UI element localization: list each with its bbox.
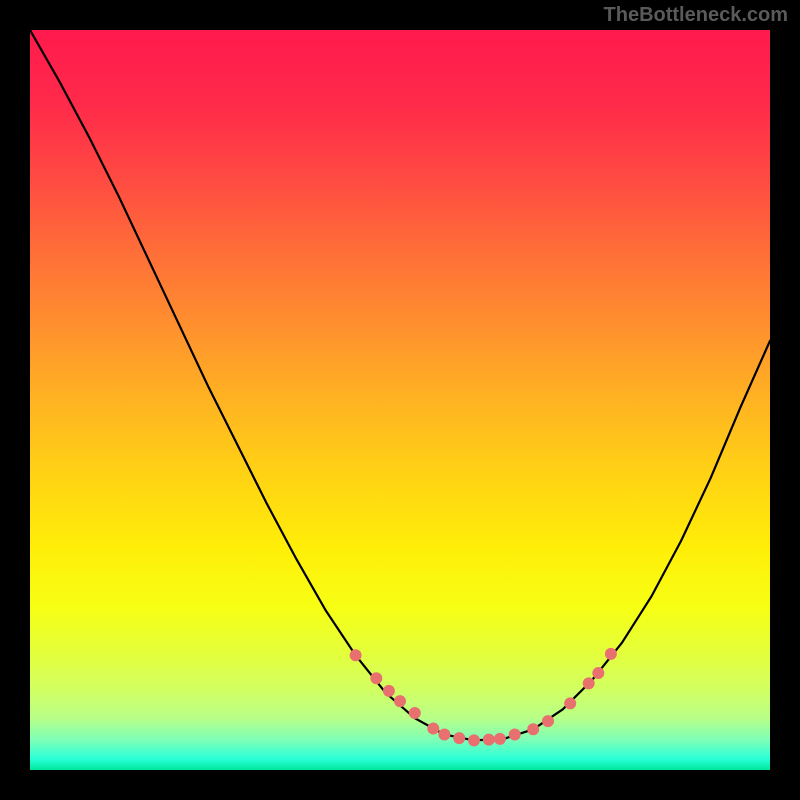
gradient-background: [30, 30, 770, 770]
curve-marker: [542, 715, 554, 727]
curve-marker: [592, 667, 604, 679]
curve-marker: [605, 648, 617, 660]
plot-area: [30, 30, 770, 770]
chart-container: TheBottleneck.com: [0, 0, 800, 800]
curve-marker: [453, 732, 465, 744]
curve-marker: [468, 734, 480, 746]
curve-marker: [438, 728, 450, 740]
curve-marker: [527, 723, 539, 735]
curve-marker: [350, 649, 362, 661]
curve-marker: [483, 734, 495, 746]
curve-marker: [427, 723, 439, 735]
attribution-text: TheBottleneck.com: [604, 4, 788, 27]
chart-svg: [30, 30, 770, 770]
curve-marker: [370, 672, 382, 684]
curve-marker: [409, 707, 421, 719]
curve-marker: [494, 733, 506, 745]
curve-marker: [383, 685, 395, 697]
curve-marker: [509, 728, 521, 740]
curve-marker: [583, 677, 595, 689]
curve-marker: [564, 697, 576, 709]
curve-marker: [394, 695, 406, 707]
